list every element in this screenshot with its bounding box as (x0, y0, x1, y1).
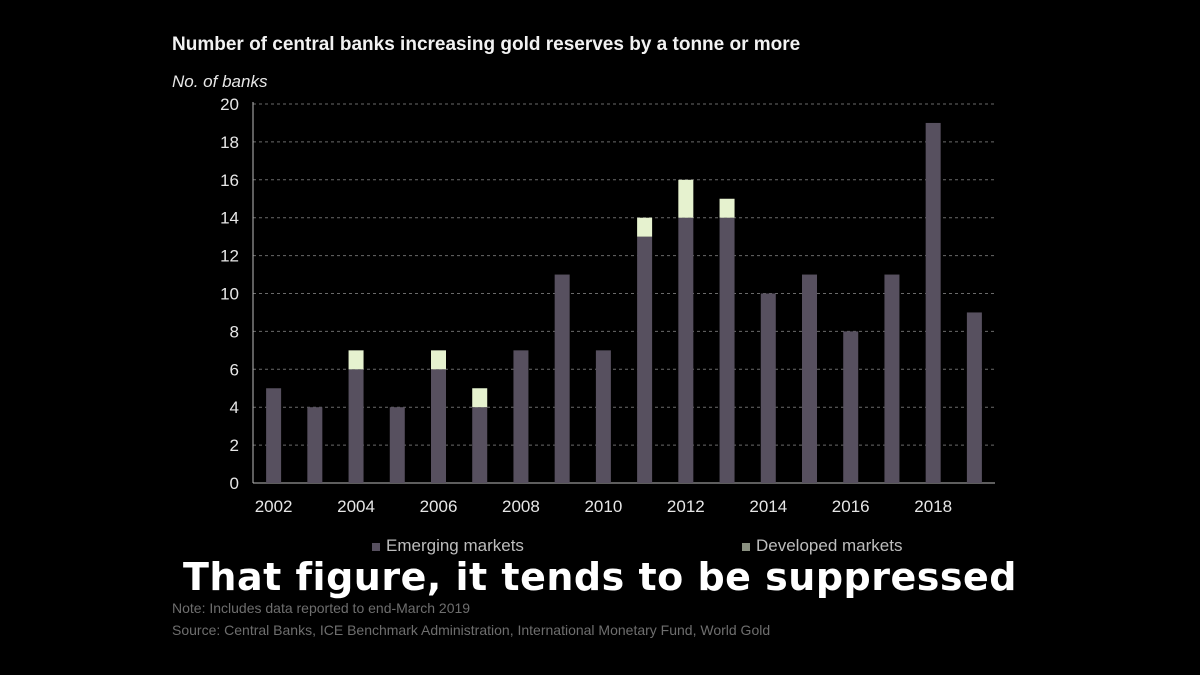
bar-emerging-2008 (513, 350, 529, 483)
video-subtitle: That figure, it tends to be suppressed (183, 555, 1017, 599)
bar-emerging-2006 (431, 369, 446, 483)
x-tick-label: 2018 (914, 497, 952, 516)
y-tick-label: 2 (230, 436, 239, 455)
bar-emerging-2004 (348, 369, 364, 483)
bar-emerging-2002 (266, 388, 282, 483)
y-tick-label: 16 (220, 171, 239, 190)
y-axis-label: No. of banks (172, 72, 268, 91)
bar-developed-2012 (678, 179, 694, 218)
bar-emerging-2009 (554, 274, 570, 483)
bar-emerging-2019 (966, 312, 982, 483)
bar-emerging-2012 (678, 217, 694, 483)
bar-developed-2013 (719, 198, 735, 218)
x-tick-label: 2014 (749, 497, 787, 516)
x-tick-label: 2006 (420, 497, 458, 516)
y-tick-label: 18 (220, 133, 239, 152)
x-tick-label: 2004 (337, 497, 375, 516)
y-tick-label: 6 (230, 360, 239, 379)
bar-developed-2006 (431, 350, 446, 370)
y-tick-label: 20 (220, 95, 239, 114)
bar-emerging-2005 (389, 407, 405, 483)
legend-item-developed: Developed markets (742, 536, 902, 556)
bar-emerging-2010 (595, 350, 611, 483)
bar-emerging-2007 (472, 407, 488, 483)
x-tick-label: 2002 (255, 497, 293, 516)
bar-emerging-2003 (307, 407, 323, 483)
bar-emerging-2015 (802, 274, 817, 483)
legend-swatch-developed (742, 542, 750, 551)
chart-title: Number of central banks increasing gold … (172, 34, 801, 55)
y-tick-label: 0 (230, 474, 239, 493)
bar-developed-2011 (637, 217, 653, 237)
y-tick-label: 10 (220, 285, 239, 304)
y-tick-label: 4 (230, 398, 239, 417)
y-tick-label: 8 (230, 322, 239, 341)
y-tick-label: 14 (220, 209, 239, 228)
bar-emerging-2017 (884, 274, 900, 483)
legend-swatch-emerging (372, 542, 380, 551)
legend-label-emerging: Emerging markets (386, 536, 524, 555)
bar-developed-2004 (348, 350, 364, 370)
chart-source: Source: Central Banks, ICE Benchmark Adm… (172, 622, 771, 638)
bar-emerging-2014 (760, 293, 776, 483)
legend-item-emerging: Emerging markets (372, 536, 524, 556)
x-tick-label: 2010 (584, 497, 622, 516)
bar-emerging-2016 (843, 331, 859, 483)
bar-emerging-2018 (925, 122, 941, 483)
bar-emerging-2013 (719, 217, 735, 483)
legend-label-developed: Developed markets (756, 536, 903, 555)
bar-developed-2007 (472, 388, 488, 408)
chart-note: Note: Includes data reported to end-Marc… (172, 600, 471, 616)
bar-emerging-2011 (637, 236, 653, 483)
y-tick-label: 12 (220, 247, 239, 266)
x-tick-label: 2012 (667, 497, 705, 516)
x-tick-label: 2016 (832, 497, 870, 516)
x-tick-label: 2008 (502, 497, 540, 516)
